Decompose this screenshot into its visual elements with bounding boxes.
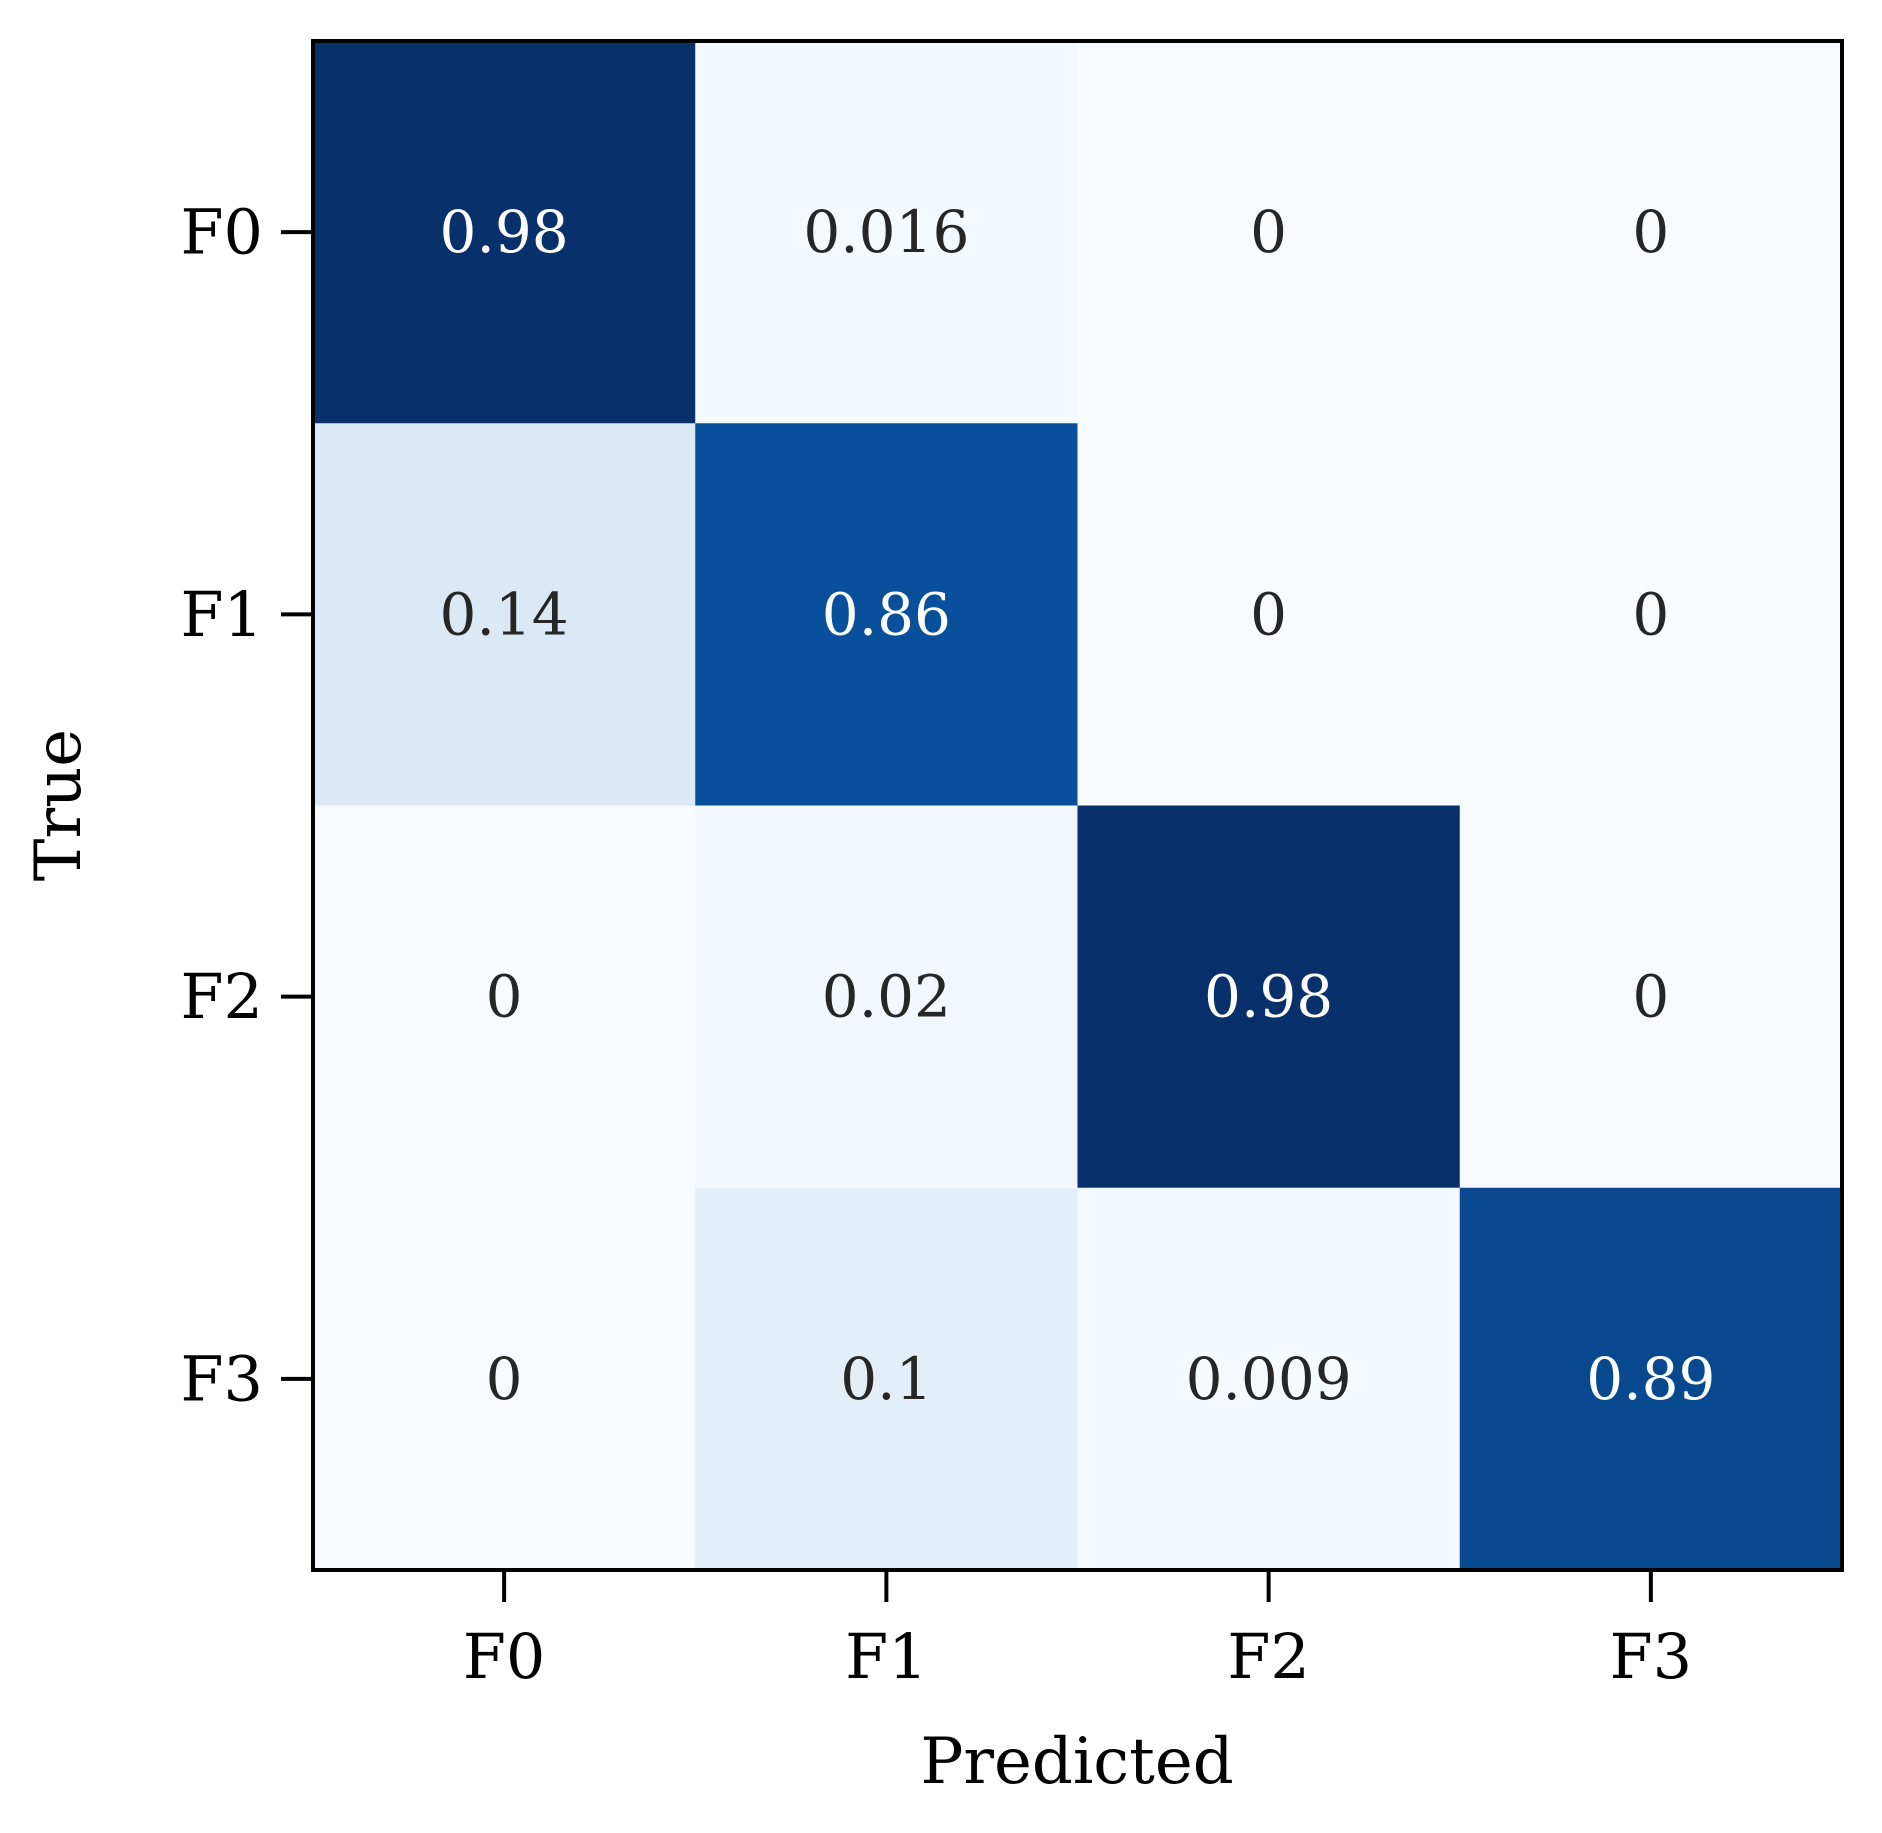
- heatmap-cell: [695, 1187, 1078, 1571]
- x-tick-label: F3: [1610, 1620, 1692, 1693]
- heatmap-cell: [313, 805, 696, 1189]
- heatmap-cell-value: 0.009: [1186, 1345, 1352, 1413]
- y-tick-label: F3: [181, 1342, 263, 1415]
- heatmap-cell-value: 0: [1632, 963, 1669, 1031]
- heatmap-cell: [695, 41, 1078, 424]
- heatmap-cell: [1459, 41, 1843, 424]
- heatmap-cell: [313, 423, 696, 806]
- y-tick-label: F1: [181, 578, 263, 651]
- heatmap-cell-value: 0: [1632, 198, 1669, 266]
- heatmap-cell: [1459, 1187, 1843, 1571]
- heatmap-cell-value: 0.86: [822, 580, 951, 648]
- heatmap-cell-value: 0: [486, 963, 523, 1031]
- heatmap-cell: [1077, 1187, 1461, 1571]
- x-axis-ticks: F0 F1 F2 F3: [463, 1570, 1692, 1693]
- heatmap-cell-value: 0: [1250, 198, 1287, 266]
- heatmap-cell-value: 0.89: [1586, 1345, 1715, 1413]
- plot-frame: [311, 39, 1844, 1572]
- x-tick-label: F1: [845, 1620, 927, 1693]
- heatmap-cells: [313, 41, 1843, 1571]
- heatmap-cell-labels: 0.98 0.016 0 0 0.14 0.86 0 0 0 0.02 0.98 0 0 0.1 0.009…: [440, 198, 1716, 1413]
- heatmap-cell: [1077, 805, 1461, 1189]
- heatmap-cell: [313, 41, 696, 424]
- heatmap-cell-value: 0.016: [803, 198, 969, 266]
- heatmap-cell-value: 0.98: [1204, 963, 1333, 1031]
- heatmap-cell: [1459, 423, 1843, 806]
- y-tick-label: F0: [181, 196, 263, 269]
- heatmap-cell-value: 0: [1250, 580, 1287, 648]
- heatmap-cell: [1077, 41, 1461, 424]
- y-axis-label: True: [22, 729, 96, 881]
- heatmap-cell-value: 0.02: [822, 963, 951, 1031]
- y-axis-ticks: F0 F1 F2 F3: [181, 196, 313, 1415]
- heatmap-cell-value: 0: [1632, 580, 1669, 648]
- heatmap-cell: [695, 423, 1078, 806]
- heatmap-cell: [313, 1187, 696, 1571]
- heatmap-cell-value: 0.98: [440, 198, 569, 266]
- x-axis-label: Predicted: [920, 1725, 1233, 1799]
- heatmap-cell: [1077, 423, 1461, 806]
- heatmap-cell: [695, 805, 1078, 1189]
- heatmap-cell: [1459, 805, 1843, 1189]
- heatmap-cell-value: 0.14: [440, 580, 569, 648]
- x-tick-label: F0: [463, 1620, 545, 1693]
- heatmap-cell-value: 0: [486, 1345, 523, 1413]
- y-tick-label: F2: [181, 960, 263, 1033]
- heatmap-cell-value: 0.1: [840, 1345, 932, 1413]
- x-tick-label: F2: [1227, 1620, 1309, 1693]
